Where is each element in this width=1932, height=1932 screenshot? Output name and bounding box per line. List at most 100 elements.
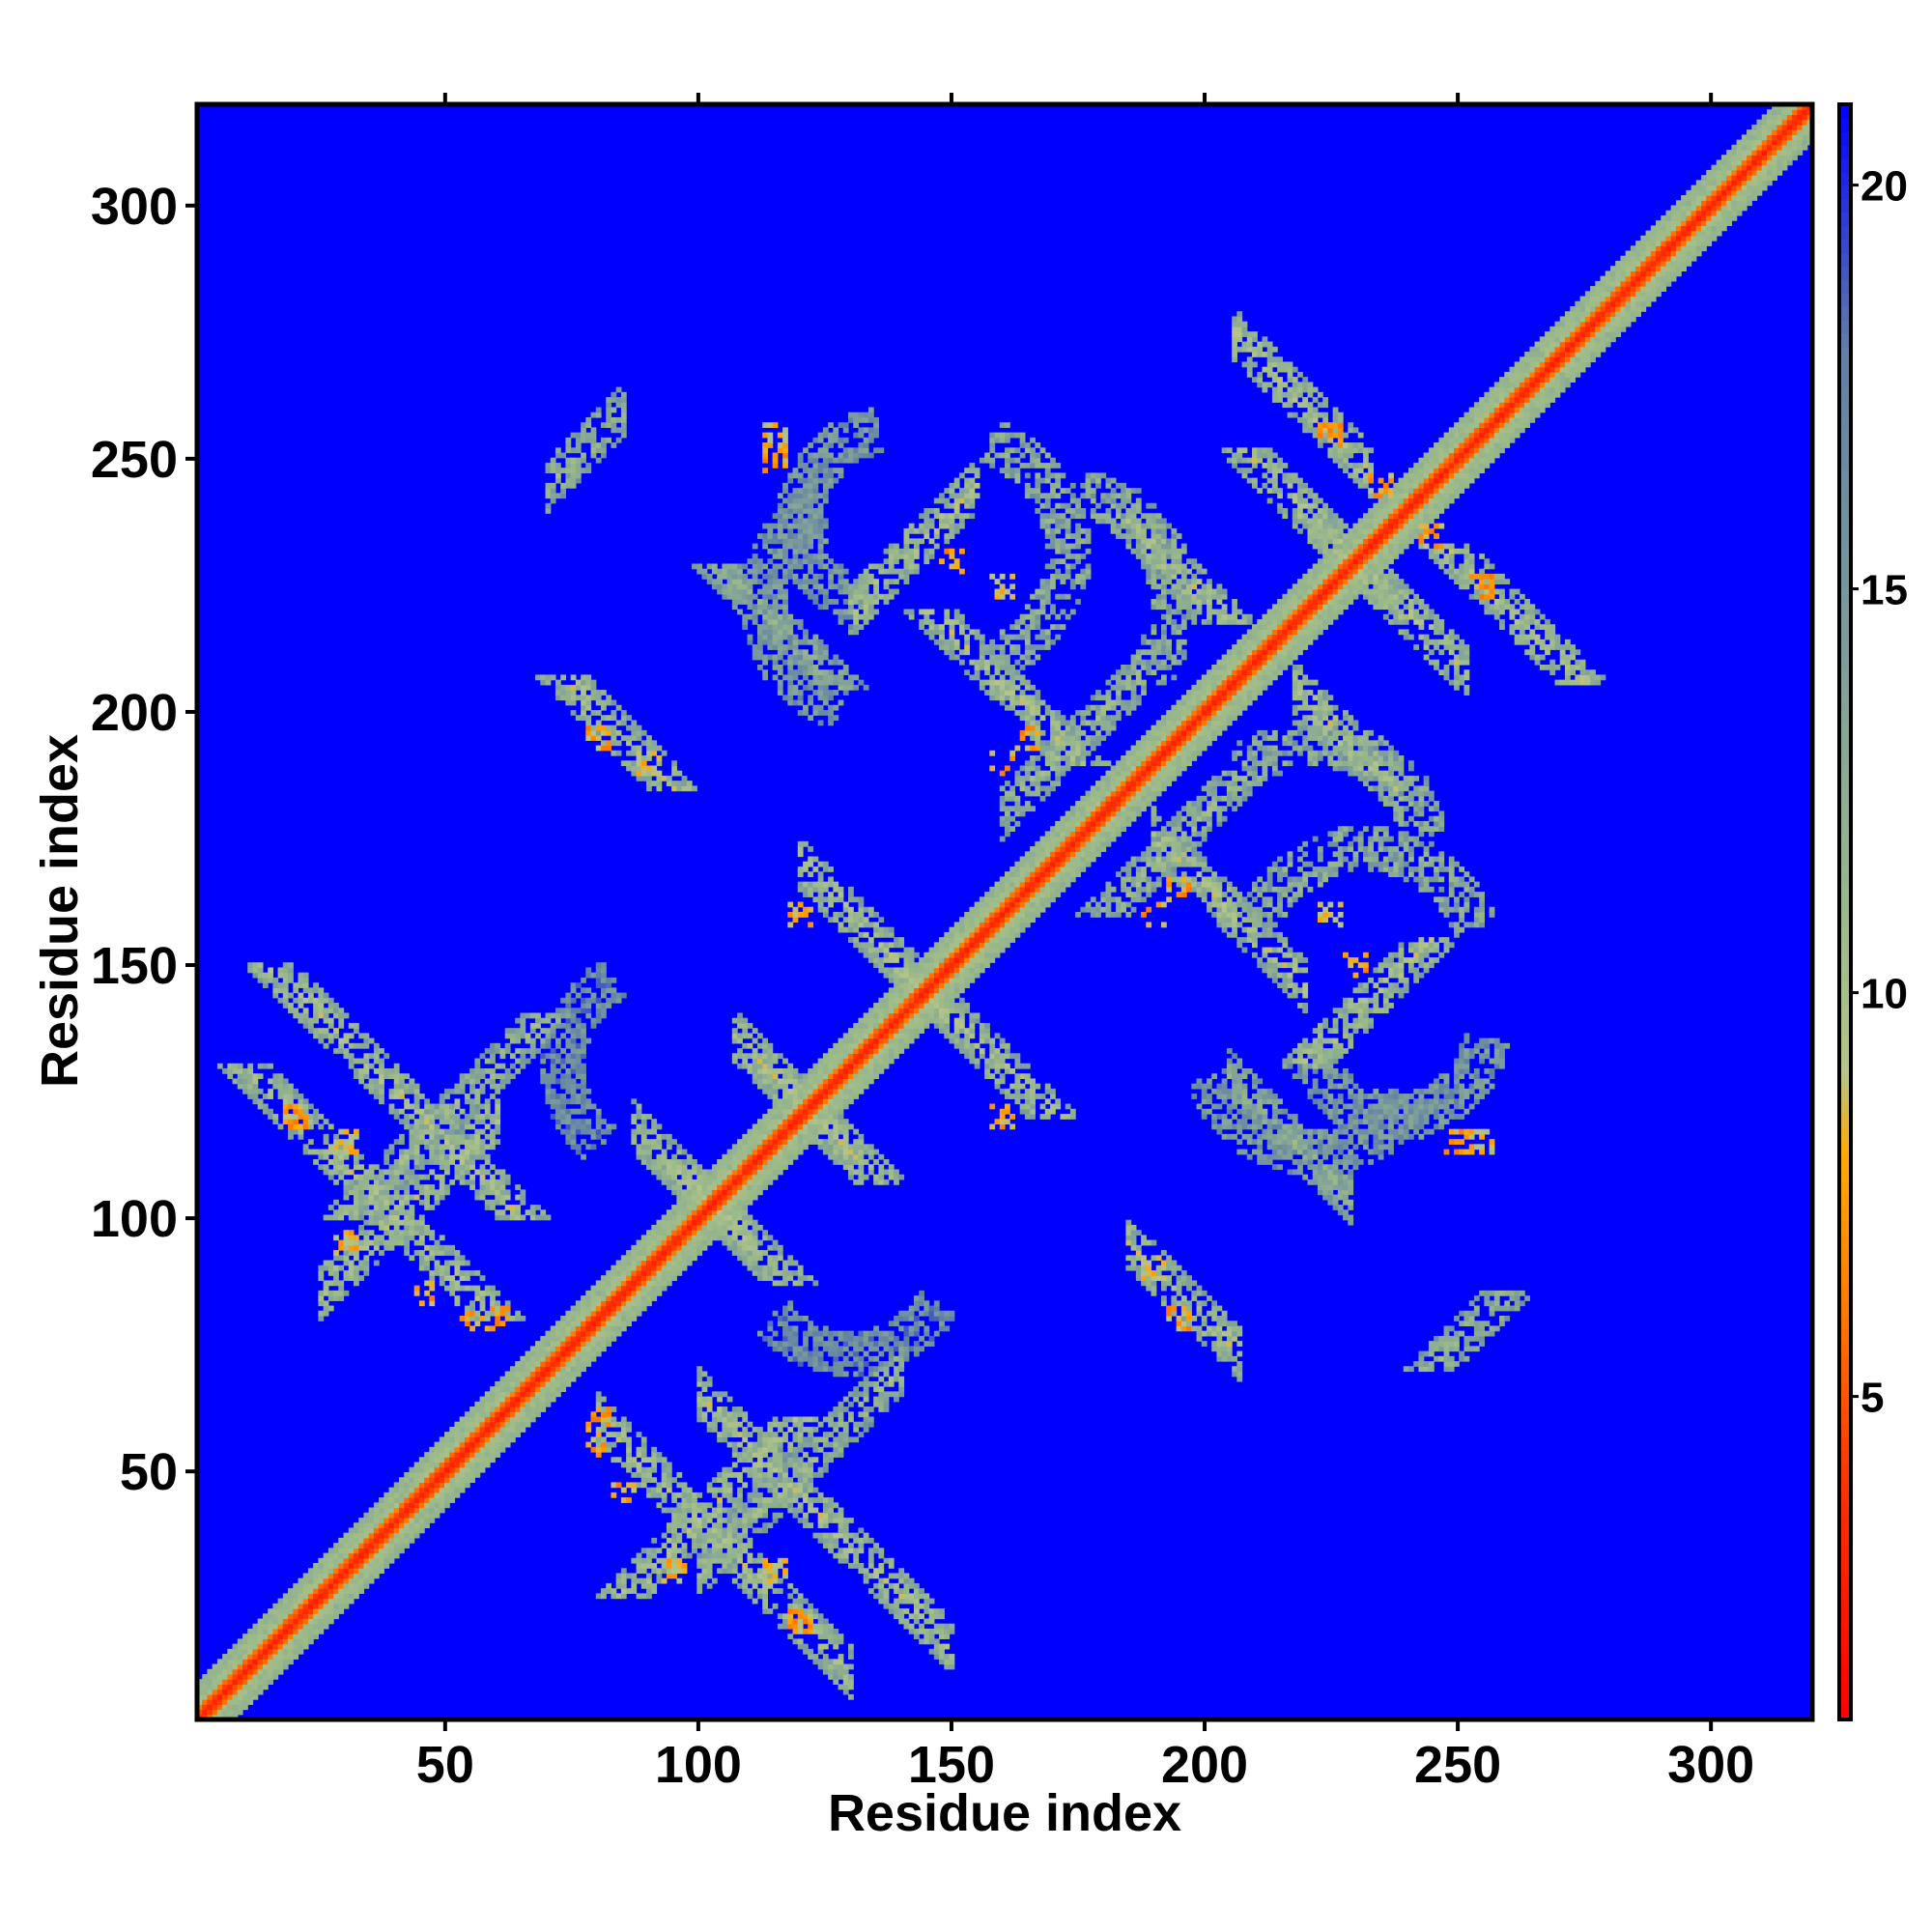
heatmap-cell <box>495 1184 501 1190</box>
heatmap-cell <box>404 1235 411 1241</box>
heatmap-cell <box>606 695 612 701</box>
heatmap-cell <box>717 1219 723 1226</box>
heatmap-cell <box>242 1634 248 1639</box>
heatmap-cell <box>560 1380 567 1387</box>
heatmap-cell <box>282 1119 289 1125</box>
heatmap-cell <box>499 1189 506 1196</box>
heatmap-cell <box>777 1341 783 1347</box>
heatmap-cell <box>429 1119 436 1125</box>
heatmap-cell <box>661 1543 668 1548</box>
heatmap-cell <box>464 1421 470 1428</box>
heatmap-cell <box>298 1634 304 1639</box>
heatmap-cell <box>731 1224 738 1231</box>
heatmap-cell <box>232 1648 239 1655</box>
heatmap-cell <box>343 1275 350 1282</box>
heatmap-cell <box>782 1330 788 1337</box>
heatmap-cell <box>742 1144 749 1151</box>
heatmap-cell <box>207 1693 213 1700</box>
heatmap-cell <box>444 1269 450 1276</box>
heatmap-cell <box>333 1588 339 1594</box>
heatmap-cell <box>701 1194 708 1201</box>
heatmap-cell <box>313 1634 319 1639</box>
heatmap-cell <box>313 987 319 994</box>
heatmap-cell <box>692 785 697 792</box>
heatmap-cell <box>434 1108 440 1115</box>
heatmap-cell <box>731 1441 738 1448</box>
heatmap-cell <box>479 1406 486 1412</box>
heatmap-cell <box>606 1321 612 1327</box>
heatmap-cell <box>469 1285 475 1292</box>
heatmap-cell <box>464 1119 470 1125</box>
heatmap-cell <box>277 1123 284 1130</box>
heatmap-cell <box>711 1507 718 1514</box>
heatmap-cell <box>646 1573 652 1579</box>
heatmap-cell <box>772 1164 779 1171</box>
heatmap-cell <box>570 1088 577 1094</box>
heatmap-cell <box>711 1411 718 1418</box>
heatmap-cell <box>581 987 586 994</box>
heatmap-cell <box>404 1518 411 1523</box>
heatmap-cell <box>277 1618 284 1625</box>
heatmap-cell <box>640 1239 647 1246</box>
heatmap-cell <box>216 1668 223 1675</box>
heatmap-cell <box>418 1462 425 1468</box>
heatmap-cell <box>606 1588 612 1594</box>
heatmap-cell <box>490 1452 496 1458</box>
heatmap-cell <box>631 1133 638 1140</box>
heatmap-cell <box>581 1037 586 1044</box>
heatmap-cell <box>782 573 788 580</box>
heatmap-cell <box>327 1008 334 1014</box>
heatmap-cell <box>651 1466 658 1473</box>
heatmap-cell <box>535 1391 541 1398</box>
heatmap-cell <box>247 1067 254 1074</box>
heatmap-cell <box>302 1628 309 1634</box>
heatmap-cell <box>762 1179 769 1185</box>
heatmap-cell <box>570 1144 577 1151</box>
heatmap-cell <box>767 558 774 565</box>
heatmap-cell <box>490 1396 496 1403</box>
heatmap-cell <box>388 1164 395 1171</box>
heatmap-cell <box>379 1537 384 1544</box>
heatmap-cell <box>752 1497 758 1503</box>
heatmap-cell <box>323 1305 329 1312</box>
heatmap-cell <box>701 1411 708 1418</box>
heatmap-cell <box>797 649 804 656</box>
heatmap-cell <box>742 1028 749 1034</box>
heatmap-cell <box>747 1441 753 1448</box>
heatmap-cell <box>323 1133 329 1140</box>
heatmap-cell <box>327 1205 334 1210</box>
heatmap-cell <box>413 1471 420 1478</box>
heatmap-cell <box>782 674 788 681</box>
heatmap-cell <box>590 690 597 696</box>
heatmap-cell <box>701 1244 708 1251</box>
heatmap-cell <box>797 1593 804 1600</box>
heatmap-cell <box>611 1421 617 1428</box>
heatmap-cell <box>570 690 577 696</box>
heatmap-cell <box>666 1209 672 1216</box>
heatmap-cell <box>413 1512 420 1519</box>
heatmap-cell <box>298 1133 304 1140</box>
heatmap-cell <box>464 1164 470 1171</box>
heatmap-cell <box>565 442 572 448</box>
heatmap-cell <box>409 1471 415 1478</box>
heatmap-cell <box>701 1386 708 1392</box>
heatmap-cell <box>756 1033 763 1039</box>
heatmap-cell <box>388 1108 395 1115</box>
heatmap-cell <box>373 1568 380 1575</box>
heatmap-cell <box>379 1532 384 1539</box>
heatmap-cell <box>711 1235 718 1241</box>
heatmap-cell <box>595 1325 602 1332</box>
heatmap-cell <box>742 1512 749 1519</box>
heatmap-cell <box>606 1305 612 1312</box>
heatmap-cell <box>424 1482 430 1489</box>
heatmap-cell <box>327 1582 334 1589</box>
heatmap-cell <box>731 1235 738 1241</box>
heatmap-cell <box>767 568 774 575</box>
heatmap-cell <box>792 543 799 550</box>
heatmap-cell <box>353 1042 359 1049</box>
heatmap-cell <box>348 1582 355 1589</box>
heatmap-cell <box>666 1471 672 1478</box>
heatmap-cell <box>661 1164 668 1171</box>
heatmap-cell <box>661 1471 668 1478</box>
heatmap-cell <box>767 618 774 625</box>
